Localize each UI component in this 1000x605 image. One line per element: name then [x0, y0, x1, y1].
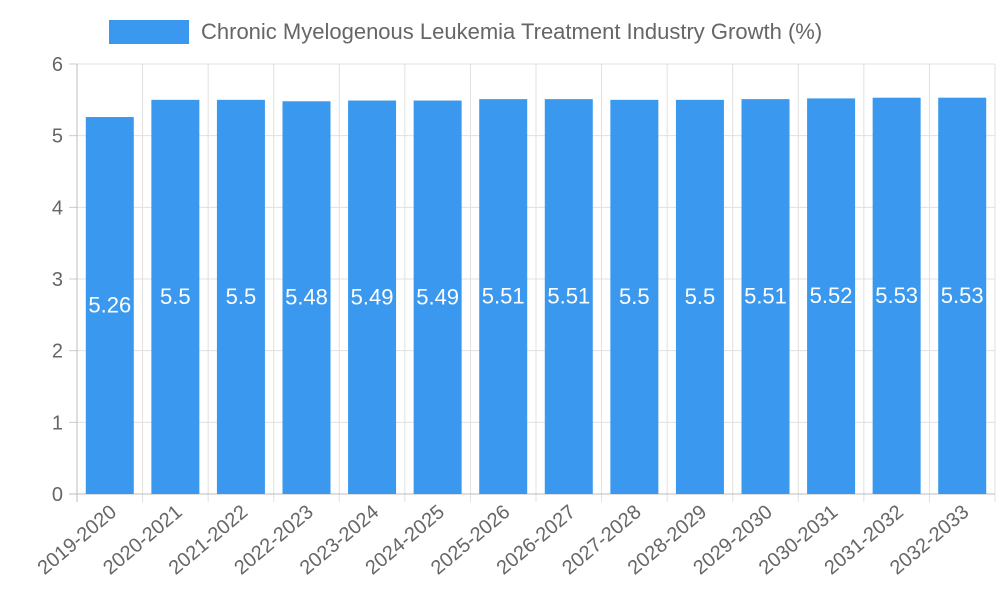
data-label: 5.53: [875, 283, 918, 308]
data-label: 5.5: [160, 284, 191, 309]
data-label: 5.51: [744, 284, 787, 309]
y-tick-label: 5: [52, 126, 63, 148]
data-label: 5.49: [416, 284, 459, 309]
data-label: 5.48: [285, 285, 328, 310]
data-labels: 5.26 5.5 5.5 5.48 5.49 5.49 5.51 5.51 5.5 5.5 5.51…: [88, 283, 983, 318]
bar: [807, 98, 856, 495]
data-label: 5.51: [547, 284, 590, 309]
legend[interactable]: Chronic Myelogenous Leukemia Treatment I…: [109, 19, 822, 44]
data-label: 5.26: [88, 293, 131, 318]
bar: [413, 100, 462, 495]
y-tick-label: 3: [52, 269, 63, 291]
y-tick-label: 2: [52, 341, 63, 363]
bar: [938, 97, 987, 494]
y-tick-label: 6: [52, 54, 63, 76]
bar: [544, 99, 593, 494]
legend-label: Chronic Myelogenous Leukemia Treatment I…: [201, 19, 822, 44]
y-tick-label: 4: [52, 197, 63, 219]
data-label: 5.5: [619, 284, 650, 309]
legend-swatch: [109, 20, 189, 44]
data-label: 5.5: [226, 284, 257, 309]
bar: [675, 99, 724, 494]
data-label: 5.51: [482, 284, 525, 309]
bar: [479, 99, 528, 494]
data-label: 5.53: [941, 283, 984, 308]
bar: [151, 99, 200, 494]
bar: [741, 99, 790, 494]
data-label: 5.52: [810, 283, 853, 308]
bar: [610, 99, 659, 494]
data-label: 5.5: [685, 284, 716, 309]
data-label: 5.49: [351, 284, 394, 309]
gridlines: [76, 63, 996, 502]
bar: [348, 100, 397, 495]
bars: [85, 97, 987, 495]
y-tick-label: 0: [52, 484, 63, 506]
bar: [85, 117, 134, 495]
bar: [872, 97, 921, 494]
y-tick-label: 1: [52, 412, 63, 434]
bar: [216, 99, 265, 494]
bar: [282, 101, 331, 495]
